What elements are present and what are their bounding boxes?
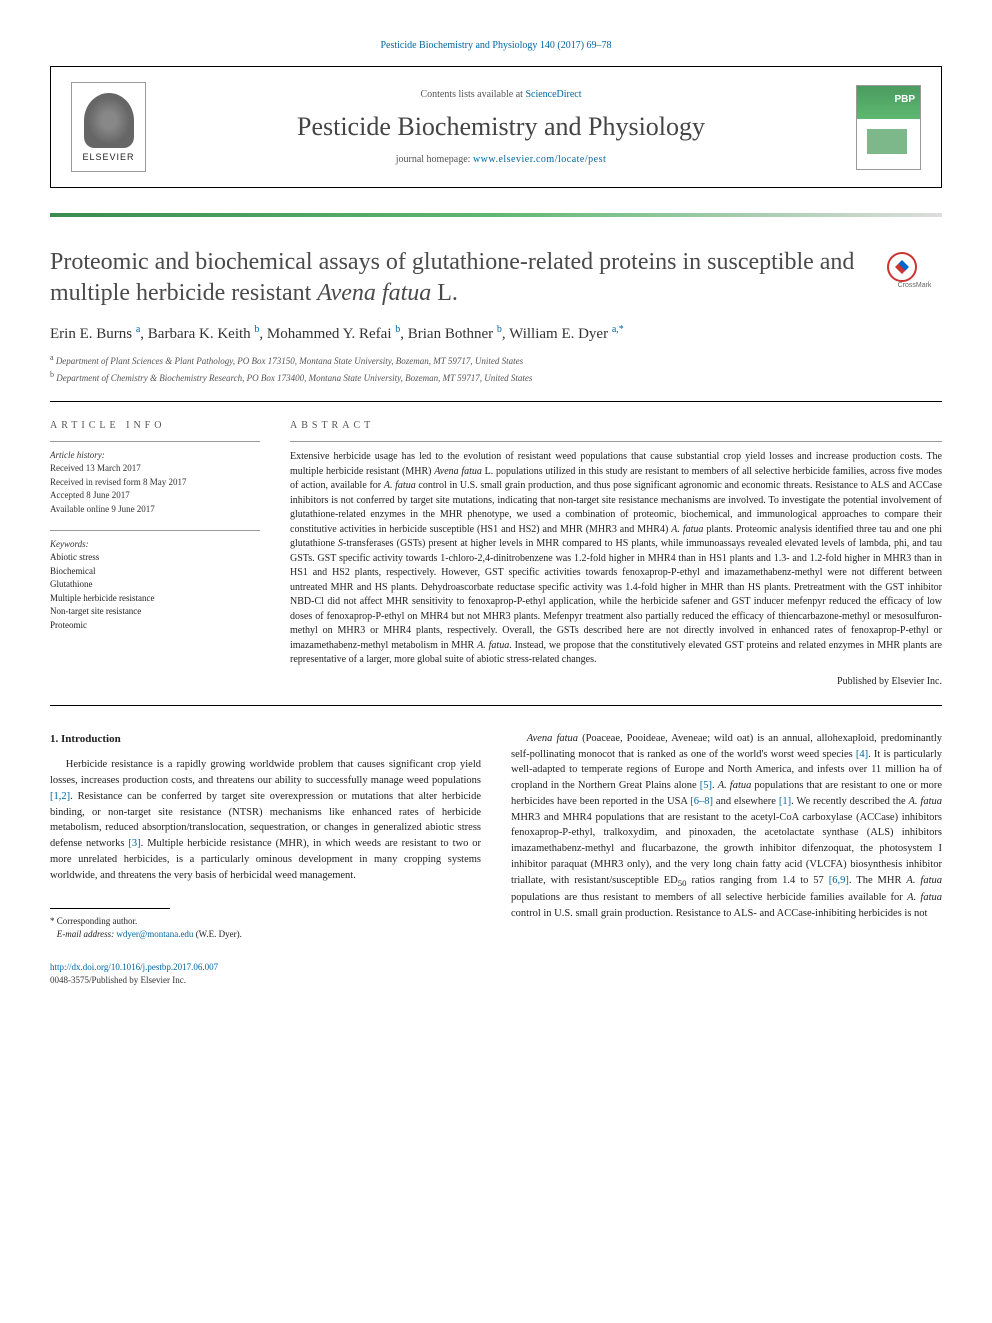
journal-homepage-link[interactable]: www.elsevier.com/locate/pest <box>473 154 606 165</box>
publisher-line: Published by Elsevier Inc. <box>290 676 942 687</box>
divider <box>50 401 942 402</box>
citation-header: Pesticide Biochemistry and Physiology 14… <box>50 40 942 51</box>
intro-paragraph-2: Avena fatua (Poaceae, Pooideae, Aveneae;… <box>511 731 942 921</box>
journal-name: Pesticide Biochemistry and Physiology <box>146 112 856 142</box>
abstract-text: Extensive herbicide usage has led to the… <box>290 450 942 668</box>
corresponding-author-note: * Corresponding author. E-mail address: … <box>50 915 481 940</box>
corresponding-email-link[interactable]: wdyer@montana.edu <box>116 929 193 939</box>
journal-cover-thumbnail <box>856 85 921 170</box>
journal-homepage-line: journal homepage: www.elsevier.com/locat… <box>146 154 856 165</box>
intro-paragraph-1: Herbicide resistance is a rapidly growin… <box>50 757 481 883</box>
article-history: Received 13 March 2017 Received in revis… <box>50 462 260 516</box>
copyright-line: 0048-3575/Published by Elsevier Inc. <box>50 974 481 988</box>
article-info-column: ARTICLE INFO Article history: Received 1… <box>50 420 260 687</box>
article-title: Proteomic and biochemical assays of glut… <box>50 247 867 309</box>
article-info-heading: ARTICLE INFO <box>50 420 260 431</box>
authors-list: Erin E. Burns a, Barbara K. Keith b, Moh… <box>50 324 942 343</box>
crossmark-badge[interactable]: CrossMark <box>887 252 942 287</box>
divider <box>50 705 942 706</box>
contents-available-line: Contents lists available at ScienceDirec… <box>146 89 856 100</box>
body-column-right: Avena fatua (Poaceae, Pooideae, Aveneae;… <box>511 731 942 988</box>
sciencedirect-link[interactable]: ScienceDirect <box>525 89 581 100</box>
keywords-list: Abiotic stress Biochemical Glutathione M… <box>50 551 260 632</box>
introduction-heading: 1. Introduction <box>50 731 481 748</box>
doi-link[interactable]: http://dx.doi.org/10.1016/j.pestbp.2017.… <box>50 962 218 972</box>
body-column-left: 1. Introduction Herbicide resistance is … <box>50 731 481 988</box>
affiliation-b: b Department of Chemistry & Biochemistry… <box>50 370 942 383</box>
affiliation-a: a Department of Plant Sciences & Plant P… <box>50 353 942 366</box>
abstract-heading: ABSTRACT <box>290 420 942 431</box>
doi-line: http://dx.doi.org/10.1016/j.pestbp.2017.… <box>50 961 481 975</box>
crossmark-icon <box>887 252 917 282</box>
elsevier-logo: ELSEVIER <box>71 82 146 172</box>
journal-header-box: ELSEVIER Contents lists available at Sci… <box>50 66 942 188</box>
keywords-label: Keywords: <box>50 539 260 549</box>
footnote-divider <box>50 908 170 909</box>
article-history-label: Article history: <box>50 450 260 460</box>
gradient-divider <box>50 213 942 217</box>
abstract-column: ABSTRACT Extensive herbicide usage has l… <box>290 420 942 687</box>
